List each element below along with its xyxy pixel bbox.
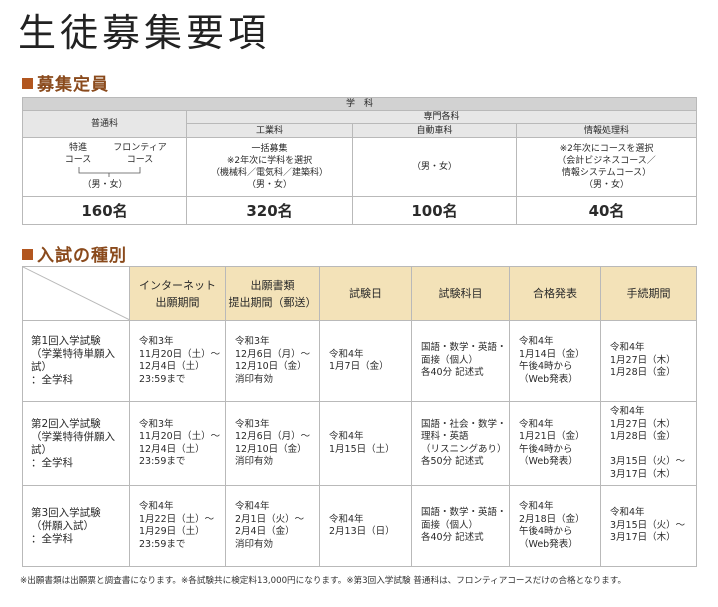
cell-subjects: 国語・数学・英語・ 面接（個人） 各40分 記述式 xyxy=(411,485,510,567)
cell-procedure: 令和4年 1月27日（木） 1月28日（金） xyxy=(600,320,697,402)
cell-shorui: 令和3年 12月6日（月）〜 12月10日（金） 消印有効 xyxy=(225,401,320,486)
diagonal-line-icon xyxy=(23,267,130,320)
header-internet: インターネット 出願期間 xyxy=(129,266,226,321)
cell-subjects: 国語・社会・数学・ 理科・英語 （リスニングあり） 各50分 記述式 xyxy=(411,401,510,486)
count-kogyo: 320名 xyxy=(186,196,353,225)
header-futsuka: 普通科 xyxy=(22,110,187,138)
cell-shorui: 令和3年 12月6日（月）〜 12月10日（金） 消印有効 xyxy=(225,320,320,402)
header-exam-date: 試験日 xyxy=(319,266,412,321)
section-label: 募集定員 xyxy=(37,75,109,95)
exam-name: 第2回入学試験 （学業特待併願入試） ：全学科 xyxy=(22,401,130,486)
cell-exam-date: 令和4年 2月13日（日） xyxy=(319,485,412,567)
capacity-table: 学 科 普通科 専門各科 工業科 自動車科 情報処理科 特進 コース フロンティ… xyxy=(21,97,698,225)
cell-result: 令和4年 1月14日（金） 午後4時から （Web発表） xyxy=(509,320,601,402)
cell-exam-date: 令和4年 1月7日（金） xyxy=(319,320,412,402)
footnote: ※出願書類は出願票と調査書になります。※各試験共に検定料13,000円になります… xyxy=(20,576,627,586)
cell-internet: 令和3年 11月20日（土）〜 12月4日（土） 23:59まで xyxy=(129,320,226,402)
cell-internet: 令和4年 1月22日（土）〜 1月29日（土） 23:59まで xyxy=(129,485,226,567)
header-senmon: 専門各科 xyxy=(185,110,698,124)
header-jidosha: 自動車科 xyxy=(352,123,517,138)
bracket-connector-icon xyxy=(78,167,141,177)
header-gakka: 学 科 xyxy=(21,97,698,111)
header-result: 合格発表 xyxy=(509,266,601,321)
cell-subjects: 国語・数学・英語・ 面接（個人） 各40分 記述式 xyxy=(411,320,510,402)
header-kogyo: 工業科 xyxy=(186,123,353,138)
cell-internet: 令和3年 11月20日（土）〜 12月4日（土） 23:59まで xyxy=(129,401,226,486)
exam-name: 第1回入学試験 （学業特待単願入試） ：全学科 xyxy=(22,320,130,402)
count-futsuka: 160名 xyxy=(22,196,187,225)
header-joho: 情報処理科 xyxy=(515,123,698,138)
course-tokushin: 特進 コース xyxy=(64,143,92,165)
section-heading-exam: 入試の種別 xyxy=(22,241,127,266)
table-row: 第1回入学試験 （学業特待単願入試） ：全学科 令和3年 11月20日（土）〜 … xyxy=(22,320,697,402)
header-shorui: 出願書類 提出期間（郵送） xyxy=(225,266,320,321)
header-procedure: 手続期間 xyxy=(600,266,697,321)
square-bullet-icon xyxy=(22,249,33,260)
section-label: 入試の種別 xyxy=(37,246,127,266)
page-title: 生徒募集要項 xyxy=(18,11,271,55)
kogyo-desc: 一括募集 ※2年次に学科を選択 （機械科／電気科／建築科） （男・女） xyxy=(186,137,353,197)
course-frontier: フロンティア コース xyxy=(113,143,167,165)
exam-table: インターネット 出願期間 出願書類 提出期間（郵送） 試験日 試験科目 合格発表… xyxy=(22,266,697,567)
cell-result: 令和4年 2月18日（金） 午後4時から （Web発表） xyxy=(509,485,601,567)
count-joho: 40名 xyxy=(515,196,698,225)
futsuka-courses: 特進 コース フロンティア コース （男・女） xyxy=(22,137,187,197)
table-row: 第2回入学試験 （学業特待併願入試） ：全学科 令和3年 11月20日（土）〜 … xyxy=(22,401,697,486)
cell-result: 令和4年 1月21日（金） 午後4時から （Web発表） xyxy=(509,401,601,486)
cell-exam-date: 令和4年 1月15日（土） xyxy=(319,401,412,486)
cell-procedure: 令和4年 1月27日（木） 1月28日（金） 3月15日（火）〜 3月17日（木… xyxy=(600,401,697,486)
table-row: 第3回入学試験 （併願入試） ：全学科 令和4年 1月22日（土）〜 1月29日… xyxy=(22,485,697,567)
corner-cell xyxy=(22,266,130,321)
square-bullet-icon xyxy=(22,78,33,89)
section-heading-capacity: 募集定員 xyxy=(22,70,109,95)
header-subjects: 試験科目 xyxy=(411,266,510,321)
cell-shorui: 令和4年 2月1日（火）〜 2月4日（金） 消印有効 xyxy=(225,485,320,567)
count-jidosha: 100名 xyxy=(352,196,517,225)
futsuka-sex: （男・女） xyxy=(82,180,128,190)
exam-name: 第3回入学試験 （併願入試） ：全学科 xyxy=(22,485,130,567)
cell-procedure: 令和4年 3月15日（火）〜 3月17日（木） xyxy=(600,485,697,567)
jidosha-desc: （男・女） xyxy=(352,137,517,197)
joho-desc: ※2年次にコースを選択 （会計ビジネスコース／ 情報システムコース） （男・女） xyxy=(515,137,698,197)
